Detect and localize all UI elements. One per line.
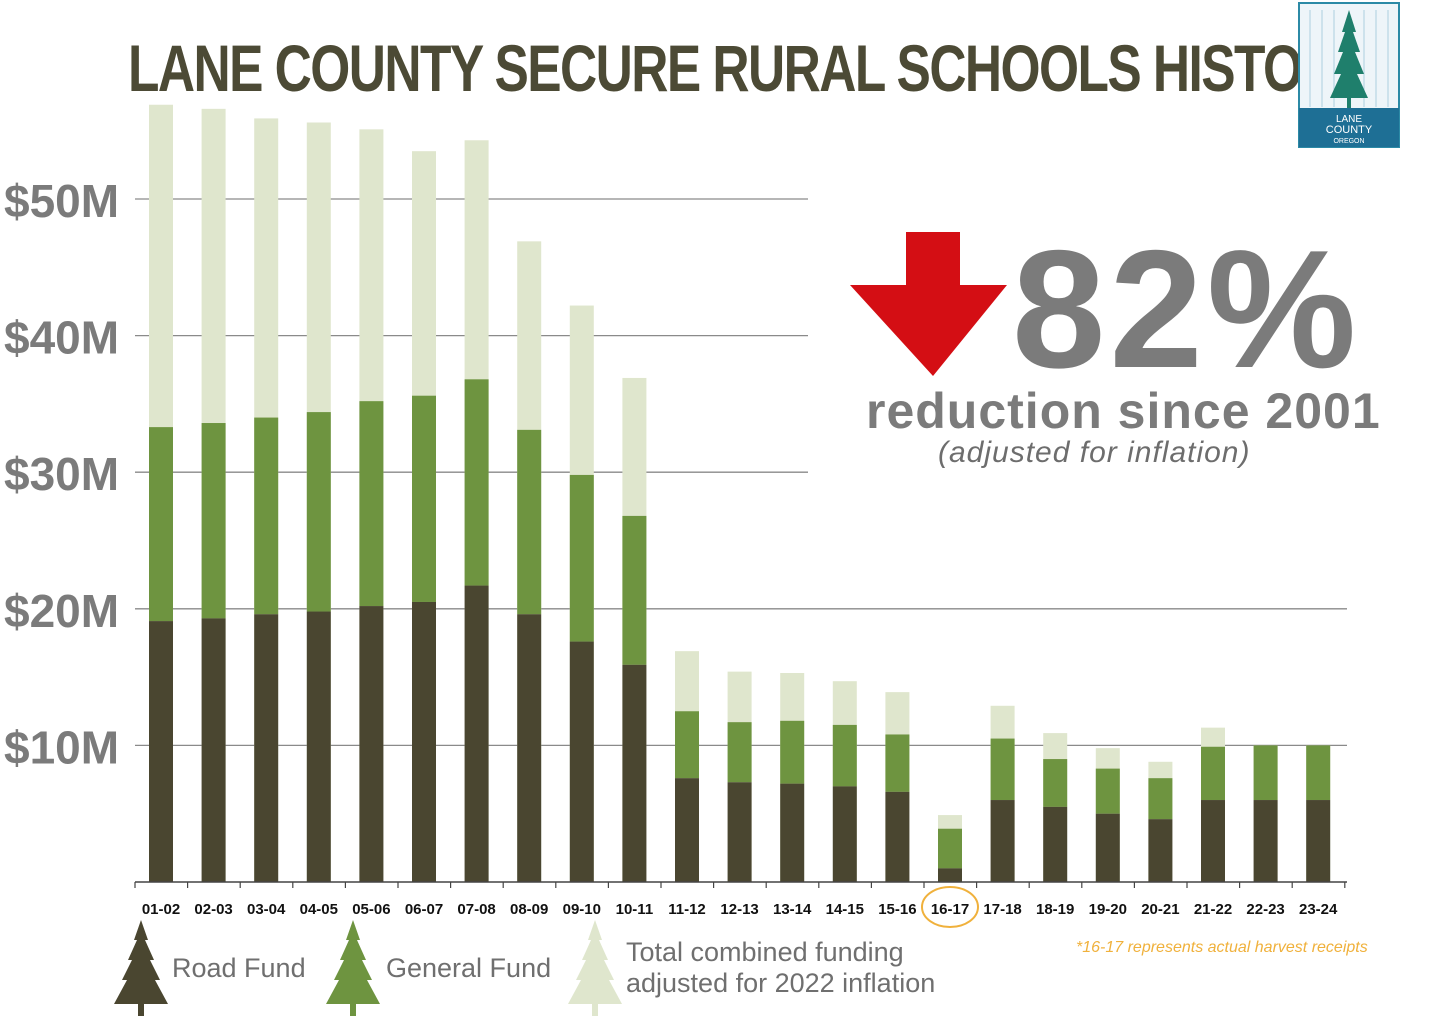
logo-text-oregon: OREGON — [1333, 138, 1364, 145]
bar-road-fund — [517, 614, 542, 882]
x-axis — [134, 881, 1347, 888]
bar-road-fund — [675, 778, 699, 882]
bar-road-fund — [569, 641, 594, 882]
bar-general-fund — [149, 427, 173, 622]
x-tick-label: 11-12 — [668, 901, 706, 918]
x-tick-label: 05-06 — [352, 901, 390, 918]
legend-general-fund: General Fund — [322, 918, 551, 1018]
bar-general-fund — [675, 711, 699, 779]
bar-general-fund — [727, 722, 752, 783]
bar-road-fund — [359, 606, 384, 882]
legend-road-fund: Road Fund — [110, 918, 306, 1018]
x-tick-label: 10-11 — [616, 901, 654, 918]
x-tick-label: 21-22 — [1194, 901, 1232, 918]
pale-tree-icon — [568, 920, 622, 1016]
bar-general-fund — [1306, 745, 1331, 801]
x-tick-label: 02-03 — [194, 901, 232, 918]
y-tick-label: $50M — [4, 175, 119, 227]
legend-total: Total combined funding adjusted for 2022… — [564, 918, 946, 1018]
bar-general-fund — [622, 515, 647, 665]
bar-general-fund — [569, 474, 594, 642]
dark-tree-icon — [114, 920, 168, 1016]
bar-road-fund — [1043, 806, 1068, 882]
bar-general-fund — [990, 738, 1015, 801]
x-tick-label: 19-20 — [1089, 901, 1127, 918]
legend-label-total: Total combined funding adjusted for 2022… — [626, 937, 936, 998]
x-tick-label: 09-10 — [563, 901, 601, 918]
x-tick-label: 04-05 — [300, 901, 338, 918]
bar-road-fund — [201, 618, 226, 882]
bar-road-fund — [990, 800, 1015, 882]
bar-general-fund — [412, 395, 436, 602]
bar-road-fund — [412, 601, 436, 882]
x-tick-label: 18-19 — [1036, 901, 1074, 918]
bar-road-fund — [1201, 800, 1225, 882]
bar-road-fund — [832, 786, 857, 882]
x-tick-label: 17-18 — [983, 901, 1021, 918]
bar-general-fund — [938, 828, 962, 869]
x-tick-label: 13-14 — [773, 901, 812, 918]
x-tick-label: 06-07 — [405, 901, 443, 918]
page-title: LANE COUNTY SECURE RURAL SCHOOLS HISTORY — [128, 31, 1370, 105]
bars — [149, 104, 1331, 883]
bar-general-fund — [517, 429, 542, 615]
bar-general-fund — [1253, 745, 1278, 801]
bar-general-fund — [885, 734, 910, 792]
x-tick-label: 12-13 — [720, 901, 758, 918]
y-tick-label: $40M — [4, 312, 119, 364]
bar-general-fund — [254, 417, 279, 615]
bar-general-fund — [306, 412, 331, 612]
x-tick-label: 22-23 — [1246, 901, 1284, 918]
bar-general-fund — [464, 379, 489, 586]
lane-county-logo: LANE COUNTY OREGON — [1298, 2, 1400, 148]
bar-general-fund — [1043, 759, 1068, 807]
logo-text-county: COUNTY — [1326, 124, 1373, 136]
bar-road-fund — [727, 782, 752, 882]
x-tick-label: 01-02 — [142, 901, 180, 918]
y-tick-labels: $10M $20M $30M $40M $50M — [4, 175, 119, 773]
bar-road-fund — [149, 621, 173, 882]
green-tree-icon — [326, 920, 380, 1016]
x-tick-label: 16-17 — [931, 901, 969, 918]
x-tick-label: 20-21 — [1141, 901, 1179, 918]
y-tick-label: $30M — [4, 448, 119, 500]
bar-road-fund — [464, 585, 489, 882]
bar-road-fund — [885, 791, 910, 882]
bar-road-fund — [254, 614, 279, 882]
inflation-note: (adjusted for inflation) — [938, 436, 1251, 469]
logo-text-lane: LANE — [1336, 114, 1362, 125]
y-tick-label: $20M — [4, 585, 119, 637]
bar-road-fund — [622, 664, 647, 882]
x-tick-label: 07-08 — [457, 901, 495, 918]
bar-general-fund — [832, 724, 857, 787]
reduction-percent: 82% — [1012, 215, 1361, 403]
x-tick-labels: 01-02 02-03 03-04 04-05 05-06 06-07 07-08 08-09… — [142, 886, 1338, 928]
y-tick-label: $10M — [4, 721, 119, 773]
down-arrow-icon — [850, 232, 1007, 376]
x-tick-label: 23-24 — [1299, 901, 1338, 918]
bar-road-fund — [1306, 800, 1331, 882]
bar-road-fund — [1148, 819, 1173, 882]
bar-road-fund — [780, 783, 805, 882]
legend-label-road-fund: Road Fund — [172, 952, 306, 983]
bar-road-fund — [306, 611, 331, 882]
bar-road-fund — [1253, 800, 1278, 882]
bar-general-fund — [780, 720, 805, 784]
x-tick-label: 15-16 — [878, 901, 916, 918]
bar-general-fund — [359, 401, 384, 607]
bar-general-fund — [1095, 768, 1120, 814]
bar-general-fund — [1201, 746, 1225, 801]
x-tick-label: 03-04 — [247, 901, 286, 918]
bar-general-fund — [1148, 778, 1173, 820]
bar-general-fund — [201, 423, 226, 619]
reduction-text: reduction since 2001 — [866, 383, 1381, 439]
footnote: *16-17 represents actual harvest receipt… — [1076, 939, 1368, 956]
bar-road-fund — [938, 868, 962, 882]
x-tick-label: 14-15 — [826, 901, 864, 918]
bar-road-fund — [1095, 813, 1120, 882]
x-tick-label: 08-09 — [510, 901, 548, 918]
highlight-circle — [921, 886, 979, 928]
legend-label-general-fund: General Fund — [386, 952, 552, 983]
